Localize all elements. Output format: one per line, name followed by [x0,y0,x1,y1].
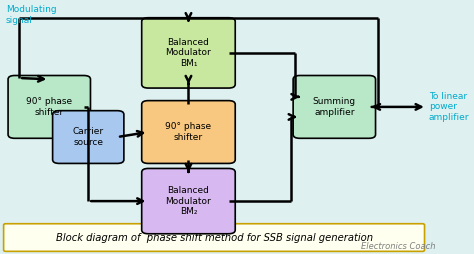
FancyBboxPatch shape [293,75,375,138]
Text: 90° phase
shifter: 90° phase shifter [26,97,73,117]
FancyBboxPatch shape [142,18,235,88]
FancyBboxPatch shape [142,168,235,234]
FancyBboxPatch shape [4,224,425,251]
Text: Balanced
Modulator
BM₁: Balanced Modulator BM₁ [165,38,211,68]
Text: Carrier
source: Carrier source [73,127,104,147]
FancyBboxPatch shape [8,75,91,138]
Text: Electronics Coach: Electronics Coach [361,242,436,251]
Text: Summing
amplifier: Summing amplifier [313,97,356,117]
Text: Balanced
Modulator
BM₂: Balanced Modulator BM₂ [165,186,211,216]
Text: Modulating
signal: Modulating signal [6,5,56,25]
Text: Block diagram of  phase shift method for SSB signal generation: Block diagram of phase shift method for … [55,233,373,243]
FancyBboxPatch shape [142,101,235,163]
Text: To linear
power
amplifier: To linear power amplifier [429,92,469,122]
Text: 90° phase
shifter: 90° phase shifter [165,122,211,142]
FancyBboxPatch shape [53,111,124,163]
